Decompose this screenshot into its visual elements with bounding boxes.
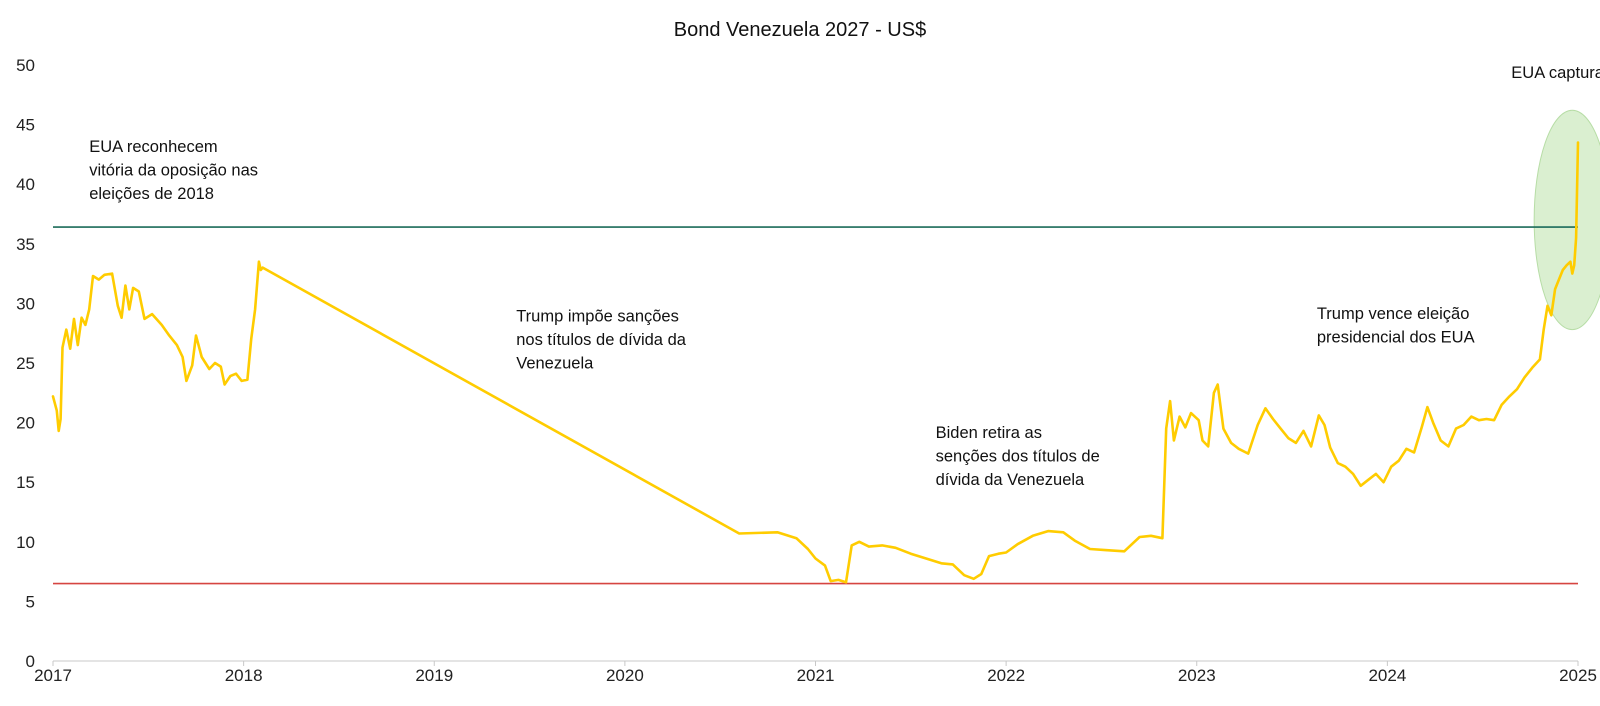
y-tick-label: 45	[16, 116, 35, 135]
annotation-line: EUA capturam Maduro	[1511, 64, 1600, 82]
x-tick-label: 2021	[797, 666, 835, 685]
annotation-line: Trump vence eleição	[1317, 305, 1470, 323]
annotation-text: Biden retira as senções dos títulos de dív…	[936, 424, 1100, 489]
x-tick-label: 2023	[1178, 666, 1216, 685]
x-tick-label: 2024	[1368, 666, 1406, 685]
annotation-line: eleições de 2018	[89, 185, 214, 203]
annotation-text: EUA reconhecem vitória da oposição nas ele…	[89, 138, 258, 203]
x-tick-label: 2018	[225, 666, 263, 685]
x-tick-label: 2022	[987, 666, 1025, 685]
x-tick-label: 2025	[1559, 666, 1597, 685]
y-tick-label: 25	[16, 354, 35, 373]
y-tick-label: 5	[26, 592, 35, 611]
y-tick-label: 10	[16, 533, 35, 552]
annotation-line: dívida da Venezuela	[936, 471, 1085, 489]
y-tick-label: 35	[16, 235, 35, 254]
annotation-line: Biden retira as	[936, 424, 1042, 442]
y-tick-label: 40	[16, 175, 35, 194]
annotation-line: presidencial dos EUA	[1317, 328, 1475, 346]
series-line-bond-venezuela-2027	[51, 141, 1580, 584]
x-tick-label: 2017	[34, 666, 72, 685]
annotation-line: nos títulos de dívida da	[516, 331, 687, 349]
chart-title: Bond Venezuela 2027 - US$	[674, 19, 926, 41]
annotation-line: Trump impõe sanções	[516, 307, 679, 325]
x-tick-label: 2020	[606, 666, 644, 685]
y-tick-label: 15	[16, 473, 35, 492]
y-tick-label: 20	[16, 414, 35, 433]
x-tick-label: 2019	[415, 666, 453, 685]
annotation-text: EUA capturam Maduro	[1511, 64, 1600, 82]
annotation-text: Trump impõe sanções nos títulos de dívida…	[516, 307, 687, 372]
maduro-highlight-ellipse	[1533, 109, 1600, 331]
y-tick-label: 50	[16, 56, 35, 75]
annotation-text: Trump vence eleição presidencial dos EUA	[1317, 305, 1475, 347]
annotation-line: EUA reconhecem	[89, 138, 217, 156]
annotation-line: vitória da oposição nas	[89, 162, 258, 180]
y-tick-label: 0	[26, 652, 35, 671]
annotation-line: senções dos títulos de	[936, 448, 1100, 466]
annotation-line: Venezuela	[516, 354, 594, 372]
y-tick-label: 30	[16, 294, 35, 313]
